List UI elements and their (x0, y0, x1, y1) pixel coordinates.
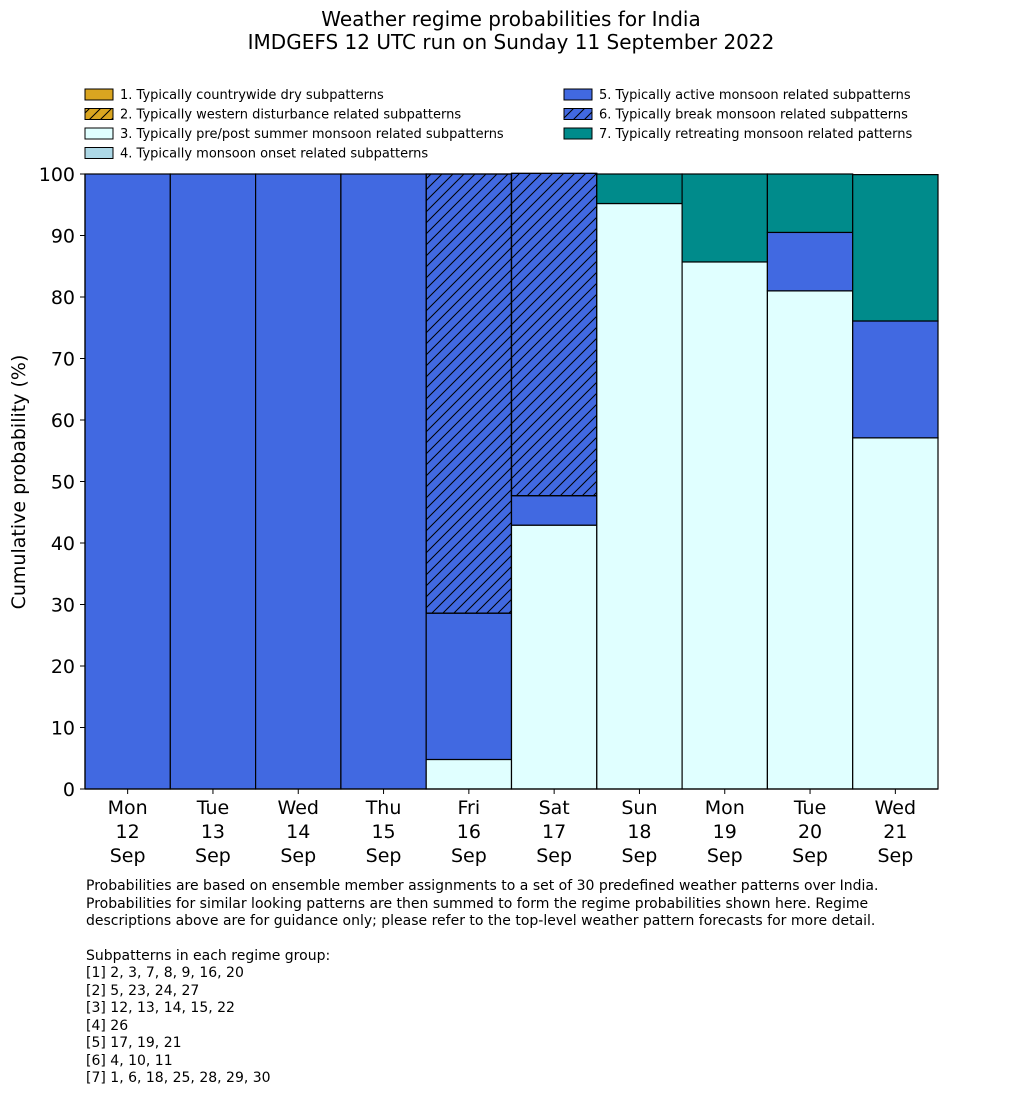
y-tick-label: 50 (51, 472, 75, 494)
x-tick-label: Mon 12 Sep (108, 797, 148, 867)
legend-swatch (84, 88, 114, 101)
bar-segment (766, 231, 854, 292)
legend-swatch-hatch (563, 108, 593, 120)
bar-segment (681, 173, 768, 263)
bar-segment (852, 320, 939, 439)
bar-segment (169, 173, 257, 790)
y-tick-label: 60 (51, 410, 75, 432)
y-tick-label: 20 (51, 656, 75, 678)
legend-label: 7. Typically retreating monsoon related … (599, 127, 912, 142)
bar-segment (255, 173, 342, 790)
bar-segment (852, 174, 939, 322)
note-line: descriptions above are for guidance only… (86, 913, 876, 929)
bar-segment (596, 173, 683, 205)
group-line: [1] 2, 3, 7, 8, 9, 16, 20 (86, 965, 244, 981)
legend-label: 2. Typically western disturbance related… (120, 108, 461, 123)
bar-segment (766, 173, 854, 234)
bar-segment (681, 261, 768, 790)
x-tick-label: Fri 16 Sep (451, 797, 487, 867)
legend: 1. Typically countrywide dry subpatterns… (84, 88, 912, 162)
bar-segment (852, 437, 939, 790)
y-tick-label: 80 (51, 287, 75, 309)
group-line: [6] 4, 10, 11 (86, 1052, 173, 1069)
bar-segment (84, 173, 171, 790)
footnote: Probabilities are based on ensemble memb… (86, 878, 878, 1088)
note-line: Probabilities for similar looking patter… (86, 895, 869, 912)
legend-swatch (84, 147, 114, 159)
chart-subtitle: IMDGEFS 12 UTC run on Sunday 11 Septembe… (248, 30, 775, 54)
y-tick-label: 40 (51, 533, 75, 555)
group-line: [3] 12, 13, 14, 15, 22 (86, 1000, 235, 1016)
bar-segment (510, 524, 598, 790)
legend-label: 4. Typically monsoon onset related subpa… (120, 147, 428, 162)
legend-swatch (563, 127, 593, 140)
groups-heading: Subpatterns in each regime group: (86, 947, 331, 964)
y-tick-label: 100 (39, 164, 75, 186)
note-line: Probabilities are based on ensemble memb… (86, 878, 879, 894)
y-tick-label: 0 (63, 779, 75, 801)
legend-label: 1. Typically countrywide dry subpatterns (120, 88, 384, 103)
bar-segment (596, 202, 683, 790)
legend-label: 3. Typically pre/post summer monsoon rel… (120, 127, 504, 142)
bar-segment (340, 173, 427, 790)
y-tick-label: 90 (51, 226, 75, 248)
legend-label: 5. Typically active monsoon related subp… (599, 88, 911, 103)
legend-label: 6. Typically break monsoon related subpa… (599, 108, 908, 123)
bar-segment (510, 495, 598, 526)
bars (84, 172, 939, 790)
x-tick-label: Wed 21 Sep (875, 797, 916, 867)
group-line: [5] 17, 19, 21 (86, 1035, 182, 1051)
y-tick-label: 30 (51, 595, 75, 617)
x-tick-label: Thu 15 Sep (365, 797, 402, 867)
y-tick-label: 10 (51, 718, 75, 740)
y-axis-label: Cumulative probability (%) (8, 355, 30, 610)
group-line: [2] 5, 23, 24, 27 (86, 982, 200, 999)
y-tick-label: 70 (51, 349, 75, 371)
x-tick-label: Tue 20 Sep (792, 797, 828, 867)
bar-segment (425, 612, 513, 761)
legend-swatch (84, 127, 114, 140)
bar-segment (766, 290, 854, 790)
group-line: [4] 26 (86, 1017, 129, 1034)
x-tick-label: Sun 18 Sep (621, 797, 657, 867)
x-tick-label: Tue 13 Sep (195, 797, 231, 867)
legend-swatch (563, 88, 593, 101)
legend-swatch-hatch (84, 108, 114, 120)
group-line: [7] 1, 6, 18, 25, 28, 29, 30 (86, 1070, 271, 1086)
bar-segment-hatch (510, 172, 598, 497)
bar-segment (425, 758, 513, 790)
x-tick-label: Mon 19 Sep (705, 797, 745, 867)
x-tick-label: Sat 17 Sep (536, 797, 572, 867)
bar-segment-hatch (425, 173, 513, 614)
axes: 0 10 20 30 40 50 60 70 80 90 100 Mon 12 Sep Tue 13 Sep We… (39, 164, 938, 867)
x-tick-label: Wed 14 Sep (278, 797, 319, 867)
chart-title: Weather regime probabilities for India (321, 7, 701, 31)
